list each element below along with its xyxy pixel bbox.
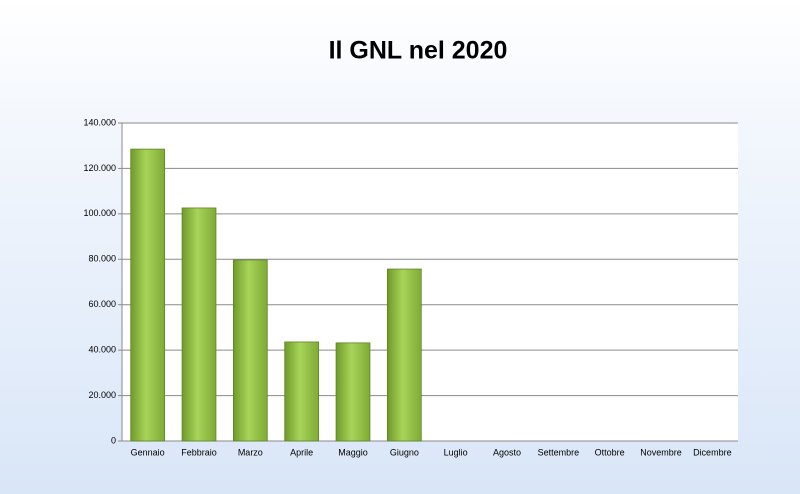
x-tick-label: Marzo	[238, 447, 263, 457]
y-tick-label: 140.000	[83, 117, 116, 127]
y-tick-label: 60.000	[88, 299, 116, 309]
y-tick-label: 0	[111, 435, 116, 445]
bar	[130, 148, 166, 442]
x-tick-label: Ottobre	[595, 447, 625, 457]
y-tick-label: 100.000	[83, 208, 116, 218]
bar	[335, 342, 371, 442]
x-tick-label: Novembre	[640, 447, 682, 457]
y-tick-label: 120.000	[83, 163, 116, 173]
y-tick-label: 80.000	[88, 254, 116, 264]
bar	[232, 259, 268, 442]
x-tick-label: Giugno	[390, 447, 419, 457]
x-tick-label: Maggio	[338, 447, 368, 457]
bar	[386, 268, 422, 442]
y-tick-label: 20.000	[88, 390, 116, 400]
bar	[181, 207, 217, 442]
chart-title: Il GNL nel 2020	[329, 37, 508, 65]
x-tick-label: Luglio	[444, 447, 468, 457]
x-tick-label: Febbraio	[181, 447, 217, 457]
x-tick-label: Dicembre	[693, 447, 732, 457]
plot-area	[122, 123, 738, 441]
y-tick-label: 40.000	[88, 345, 116, 355]
x-tick-label: Agosto	[493, 447, 521, 457]
x-tick-label: Settembre	[538, 447, 580, 457]
x-tick-label: Gennaio	[131, 447, 165, 457]
bar	[284, 341, 320, 442]
x-tick-label: Aprile	[290, 447, 313, 457]
